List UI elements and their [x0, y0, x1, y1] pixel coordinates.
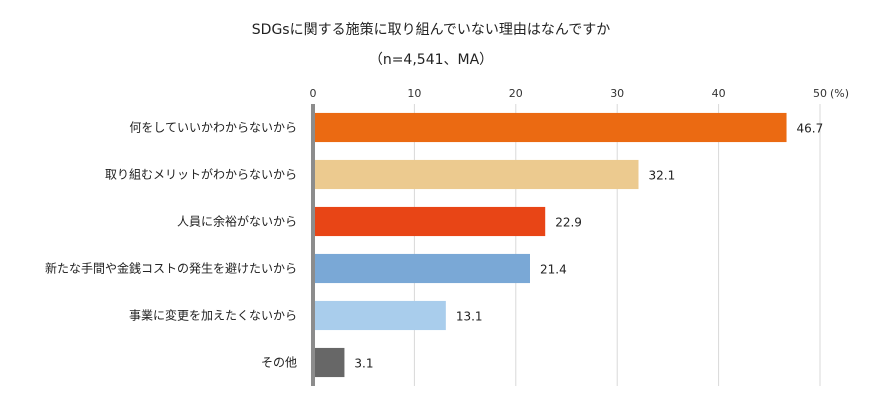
value-labels: 46.7 32.1 22.9 21.4 13.1 3.1: [354, 122, 823, 371]
bar: [313, 112, 787, 143]
value-label: 13.1: [456, 310, 483, 324]
bar: [313, 347, 345, 378]
category-label: 人員に余裕がないから: [177, 214, 297, 229]
bar: [313, 300, 446, 331]
gridlines: [413, 104, 821, 386]
bar: [313, 159, 639, 190]
x-axis-ticks: 0 10 20 30 40 50 (%): [310, 87, 850, 100]
value-label: 46.7: [797, 122, 824, 136]
x-tick-label: 20: [509, 87, 523, 100]
category-label: 新たな手間や金銭コストの発生を避けたいから: [45, 261, 297, 276]
x-tick-label: 0: [310, 87, 317, 100]
x-tick-label: 50: [813, 87, 827, 100]
bar: [313, 206, 546, 237]
x-tick-label: 40: [712, 87, 726, 100]
category-labels: 何をしていいかわからないから取り組むメリットがわからないから人員に余裕がないから…: [45, 121, 297, 370]
chart-title: SDGsに関する施策に取り組んでいない理由はなんですか: [252, 21, 610, 38]
chart-subtitle: （n=4,541、MA）: [369, 52, 493, 68]
bars: [313, 112, 787, 378]
value-label: 22.9: [555, 216, 582, 230]
value-label: 3.1: [354, 357, 373, 371]
category-label: 何をしていいかわからないから: [129, 121, 297, 135]
x-tick-label: 10: [407, 87, 421, 100]
value-label: 21.4: [540, 263, 567, 277]
value-label: 32.1: [648, 169, 675, 183]
category-label: 取り組むメリットがわからないから: [105, 167, 297, 182]
category-label: 事業に変更を加えたくないから: [129, 308, 297, 323]
bar: [313, 253, 530, 284]
x-tick-label: 30: [610, 87, 624, 100]
x-axis-unit: (%): [830, 87, 849, 100]
category-label: その他: [261, 356, 297, 370]
